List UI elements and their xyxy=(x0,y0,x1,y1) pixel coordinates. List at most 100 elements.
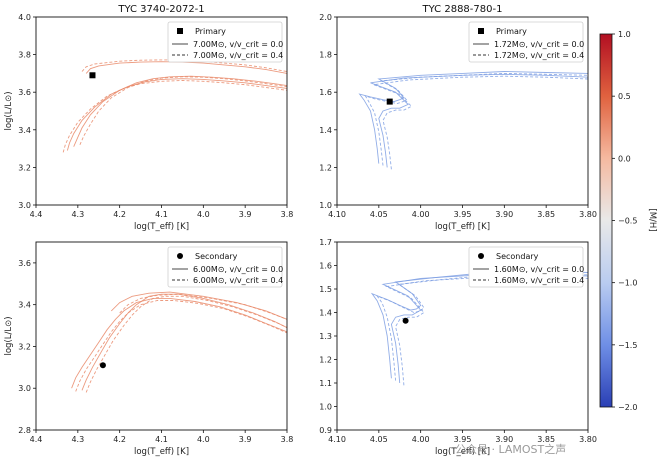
track-group xyxy=(370,270,588,386)
colorbar-tick-label: −0.5 xyxy=(618,217,637,226)
legend-dashed-label: 1.60M⊙, v/v_crit = 0.4 xyxy=(494,276,584,285)
legend-solid-label: 7.00M⊙, v/v_crit = 0.0 xyxy=(193,40,283,49)
y-tick-label: 1.4 xyxy=(319,309,332,318)
x-tick-label: 4.4 xyxy=(30,210,43,219)
rotating-track-line xyxy=(62,80,287,153)
legend-circle-marker xyxy=(177,253,183,259)
y-tick-label: 1.7 xyxy=(319,238,332,247)
legend: Secondary 1.60M⊙, v/v_crit = 0.0 1.60M⊙, v… xyxy=(468,246,584,288)
colorbar-tick-label: 0.0 xyxy=(618,154,631,163)
y-tick-label: 1.6 xyxy=(319,262,332,271)
x-tick-label: 4.05 xyxy=(370,210,388,219)
y-tick-label: 3.0 xyxy=(18,201,31,210)
metallicity-colorbar: [M/H] 1.0 0.5 0.0 −0.5 −1.0 −1.5 −2.0 xyxy=(599,30,657,412)
x-axis-label: log(T_eff) [K] xyxy=(134,222,189,232)
y-tick-label: 1.0 xyxy=(319,403,332,412)
y-axis-label: log(L/L⊙) xyxy=(4,316,14,355)
y-tick-label: 1.1 xyxy=(319,379,332,388)
x-tick-label: 4.10 xyxy=(328,435,346,444)
x-tick-label: 3.9 xyxy=(239,210,252,219)
x-tick-label: 3.90 xyxy=(495,210,513,219)
star-marker xyxy=(386,98,393,105)
colorbar-tick-label: −2.0 xyxy=(618,403,637,412)
rotating-track-line xyxy=(375,273,588,381)
y-tick-label: 3.4 xyxy=(18,126,31,135)
colorbar-tick-label: −1.0 xyxy=(618,279,637,288)
y-tick-label: 1.4 xyxy=(319,126,332,135)
y-tick-label: 1.2 xyxy=(319,163,332,172)
track-group xyxy=(62,59,287,153)
y-tick-label: 3.2 xyxy=(18,163,31,172)
legend-solid-label: 1.72M⊙, v/v_crit = 0.0 xyxy=(494,40,584,49)
legend-star-label: Primary xyxy=(496,27,527,36)
x-tick-label: 4.00 xyxy=(412,435,430,444)
track-group xyxy=(71,291,287,393)
legend-star-label: Primary xyxy=(195,27,226,36)
x-tick-label: 4.3 xyxy=(71,210,84,219)
x-tick-label: 3.8 xyxy=(281,210,294,219)
x-tick-label: 4.0 xyxy=(197,435,210,444)
y-tick-label: 4.0 xyxy=(18,13,31,22)
x-tick-label: 3.80 xyxy=(579,435,597,444)
y-tick-label: 3.0 xyxy=(18,384,31,393)
x-tick-label: 3.85 xyxy=(537,435,555,444)
panel-tyc2888-secondary: 4.10 4.05 4.00 3.95 3.90 3.85 3.80 0.9 1.0 1.1 1.2… xyxy=(319,238,597,457)
x-axis-label: log(T_eff) [K] xyxy=(134,447,189,457)
legend-star-label: Secondary xyxy=(195,252,238,261)
x-tick-label: 3.90 xyxy=(495,435,513,444)
nonrotating-track-line xyxy=(85,61,287,74)
legend-dashed-label: 7.00M⊙, v/v_crit = 0.4 xyxy=(193,51,283,60)
x-tick-label: 3.85 xyxy=(537,210,555,219)
legend-square-marker xyxy=(177,28,183,34)
nonrotating-track-line xyxy=(66,78,287,151)
legend-box xyxy=(468,21,584,63)
x-tick-label: 4.05 xyxy=(370,435,388,444)
legend-box xyxy=(468,246,584,288)
rotating-track-line xyxy=(75,300,287,392)
y-tick-label: 2.0 xyxy=(319,13,332,22)
legend-star-label: Secondary xyxy=(496,252,539,261)
x-axis-label: log(T_eff) [K] xyxy=(435,222,490,232)
legend-square-marker xyxy=(478,28,484,34)
y-tick-label: 1.5 xyxy=(319,285,332,294)
x-tick-label: 4.1 xyxy=(155,210,168,219)
watermark: 公众号 · LAMOST之声 xyxy=(455,442,566,456)
panel-title: TYC 2888-780-1 xyxy=(422,4,503,15)
rotating-track-line xyxy=(384,275,588,386)
legend-dashed-label: 1.72M⊙, v/v_crit = 0.4 xyxy=(494,51,584,60)
rotating-track-line xyxy=(79,76,287,145)
nonrotating-track-line xyxy=(370,270,588,379)
y-tick-label: 1.8 xyxy=(319,51,332,60)
panel-title: TYC 3740-2072-1 xyxy=(117,4,204,15)
nonrotating-track-line xyxy=(110,291,287,320)
legend-box xyxy=(167,21,283,63)
legend-solid-label: 1.60M⊙, v/v_crit = 0.0 xyxy=(494,265,584,274)
x-axis-label: log(T_eff) [K] xyxy=(435,447,490,457)
colorbar-label: [M/H] xyxy=(647,208,657,231)
y-tick-label: 3.6 xyxy=(18,88,31,97)
star-marker xyxy=(99,362,106,369)
y-tick-label: 3.4 xyxy=(18,301,31,310)
panel-tyc3740-primary: 4.4 4.3 4.2 4.1 4.0 3.9 3.8 3.0 3.2 3.4 3.6 3.8 4.0 l… xyxy=(4,4,293,232)
panel-tyc3740-secondary: 4.4 4.3 4.2 4.1 4.0 3.9 3.8 2.8 3.0 3.2 3.4 3.6 log(… xyxy=(4,241,294,457)
panel-tyc2888-primary: 4.10 4.05 4.00 3.95 3.90 3.85 3.80 1.0 1.2 1.4 1.6… xyxy=(319,4,597,232)
legend: Primary 1.72M⊙, v/v_crit = 0.0 1.72M⊙, v/v… xyxy=(468,21,584,63)
y-tick-label: 3.6 xyxy=(18,259,31,268)
x-tick-label: 4.10 xyxy=(328,210,346,219)
colorbar-gradient xyxy=(599,33,613,408)
nonrotating-track-line xyxy=(73,75,287,147)
x-tick-label: 4.00 xyxy=(412,210,430,219)
y-tick-label: 1.0 xyxy=(319,201,332,210)
x-tick-label: 3.80 xyxy=(579,210,597,219)
x-tick-label: 3.9 xyxy=(239,435,252,444)
y-tick-label: 3.8 xyxy=(18,51,31,60)
legend: Secondary 6.00M⊙, v/v_crit = 0.0 6.00M⊙, v… xyxy=(167,246,283,288)
x-tick-label: 3.8 xyxy=(281,435,294,444)
y-tick-label: 3.2 xyxy=(18,342,31,351)
legend-dashed-label: 6.00M⊙, v/v_crit = 0.4 xyxy=(193,276,283,285)
nonrotating-track-line xyxy=(81,293,287,391)
nonrotating-track-line xyxy=(381,273,588,384)
y-tick-label: 1.2 xyxy=(319,356,332,365)
x-tick-label: 4.3 xyxy=(71,435,84,444)
x-tick-label: 4.4 xyxy=(30,435,43,444)
